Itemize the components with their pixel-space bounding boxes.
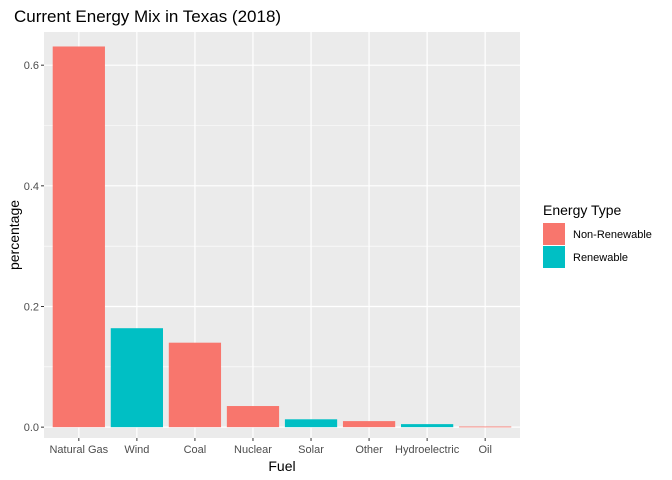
legend: Energy Type Non-Renewable Renewable bbox=[543, 202, 652, 268]
x-axis-title: Fuel bbox=[268, 458, 295, 474]
bar-nuclear bbox=[226, 406, 280, 428]
bar-natural-gas bbox=[52, 46, 105, 428]
bar-wind bbox=[110, 328, 163, 428]
bar-oil bbox=[459, 426, 512, 428]
x-tick-label: Solar bbox=[298, 444, 324, 456]
bar-coal bbox=[168, 342, 222, 428]
y-tick-label: 0.4 bbox=[24, 181, 39, 193]
y-axis-title: percentage bbox=[6, 200, 22, 270]
legend-label-renewable: Renewable bbox=[573, 252, 628, 264]
x-tick-label: Hydroelectric bbox=[395, 444, 460, 456]
bar-other bbox=[342, 421, 396, 428]
x-tick-label: Wind bbox=[124, 444, 149, 456]
bar-solar bbox=[284, 419, 338, 428]
x-tick-label: Nuclear bbox=[234, 444, 272, 456]
y-tick-label: 0.2 bbox=[24, 301, 39, 313]
bars bbox=[52, 46, 512, 428]
chart-title: Current Energy Mix in Texas (2018) bbox=[14, 7, 281, 26]
legend-swatch-renewable bbox=[543, 246, 565, 268]
y-tick-label: 0.6 bbox=[24, 60, 39, 72]
legend-label-non-renewable: Non-Renewable bbox=[573, 229, 652, 241]
x-axis-ticks: Natural Gas Wind Coal Nuclear Solar Other Hydr… bbox=[49, 438, 492, 456]
y-axis-ticks: 0.0 0.2 0.4 0.6 bbox=[24, 60, 44, 434]
x-tick-label: Oil bbox=[478, 444, 491, 456]
x-tick-label: Natural Gas bbox=[49, 444, 108, 456]
y-tick-label: 0.0 bbox=[24, 422, 39, 434]
legend-title: Energy Type bbox=[543, 202, 622, 218]
bar-hydroelectric bbox=[401, 424, 454, 428]
x-tick-label: Other bbox=[355, 444, 383, 456]
legend-swatch-non-renewable bbox=[543, 223, 565, 245]
x-tick-label: Coal bbox=[184, 444, 207, 456]
